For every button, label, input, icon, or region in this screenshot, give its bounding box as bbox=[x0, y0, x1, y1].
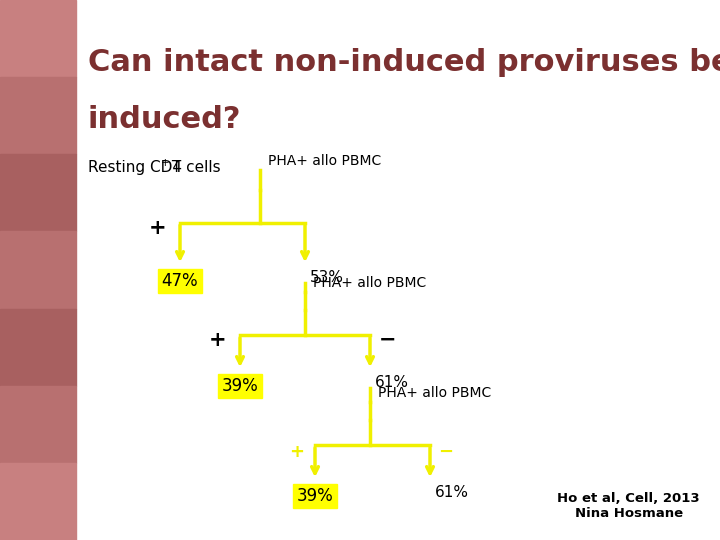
Text: +: + bbox=[289, 443, 305, 461]
Bar bbox=[0, 77, 76, 154]
Text: PHA+ allo PBMC: PHA+ allo PBMC bbox=[378, 386, 491, 400]
Text: +: + bbox=[210, 330, 227, 350]
Text: induced?: induced? bbox=[88, 105, 241, 134]
Text: +: + bbox=[161, 158, 170, 168]
Text: PHA+ allo PBMC: PHA+ allo PBMC bbox=[313, 276, 426, 290]
Bar bbox=[0, 232, 76, 308]
Text: −: − bbox=[379, 330, 397, 350]
Text: PHA+ allo PBMC: PHA+ allo PBMC bbox=[268, 154, 382, 168]
Text: −: − bbox=[438, 443, 454, 461]
Bar bbox=[0, 154, 76, 232]
Bar bbox=[0, 0, 76, 77]
Text: +: + bbox=[149, 218, 167, 238]
Text: Resting CD4: Resting CD4 bbox=[88, 160, 182, 175]
Text: Ho et al, Cell, 2013
Nina Hosmane: Ho et al, Cell, 2013 Nina Hosmane bbox=[557, 492, 700, 520]
Text: 39%: 39% bbox=[297, 487, 333, 505]
Bar bbox=[0, 463, 76, 540]
Text: 53%: 53% bbox=[310, 270, 344, 285]
Text: Can intact non-induced proviruses be: Can intact non-induced proviruses be bbox=[88, 48, 720, 77]
Bar bbox=[0, 386, 76, 463]
Text: 61%: 61% bbox=[435, 485, 469, 500]
Text: 47%: 47% bbox=[162, 272, 198, 290]
Text: 39%: 39% bbox=[222, 377, 258, 395]
Text: T cells: T cells bbox=[167, 160, 220, 175]
Bar bbox=[0, 308, 76, 386]
Text: 61%: 61% bbox=[375, 375, 409, 390]
